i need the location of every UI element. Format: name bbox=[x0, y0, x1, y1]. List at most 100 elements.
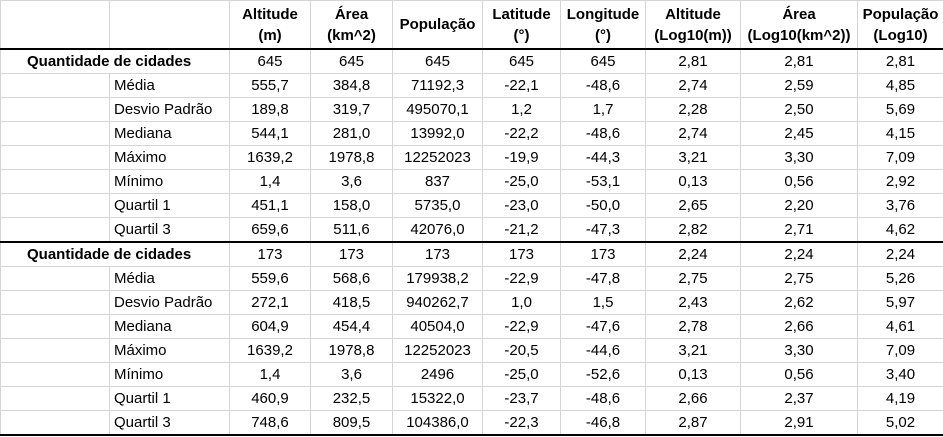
value-cell[interactable]: -47,3 bbox=[560, 217, 646, 243]
header-cell-populacao-log[interactable]: População (Log10) bbox=[857, 0, 943, 50]
value-cell[interactable]: 0,13 bbox=[645, 362, 741, 387]
value-cell[interactable]: 3,6 bbox=[310, 362, 393, 387]
value-cell[interactable]: 2,50 bbox=[740, 97, 858, 122]
value-cell[interactable]: 3,21 bbox=[645, 338, 741, 363]
stat-label-cell[interactable]: Quartil 1 bbox=[109, 193, 230, 218]
value-cell[interactable]: 809,5 bbox=[310, 410, 393, 436]
value-cell[interactable]: 232,5 bbox=[310, 386, 393, 411]
value-cell[interactable]: 319,7 bbox=[310, 97, 393, 122]
value-cell[interactable]: 5,69 bbox=[857, 97, 943, 122]
value-cell[interactable]: 2,82 bbox=[645, 217, 741, 243]
value-cell[interactable]: 2,62 bbox=[740, 290, 858, 315]
value-cell[interactable]: 1639,2 bbox=[229, 338, 311, 363]
value-cell[interactable]: -52,6 bbox=[560, 362, 646, 387]
value-cell[interactable]: -47,8 bbox=[560, 266, 646, 291]
value-cell[interactable]: 2,66 bbox=[740, 314, 858, 339]
value-cell[interactable]: -19,9 bbox=[482, 145, 561, 170]
value-cell[interactable]: 2,20 bbox=[740, 193, 858, 218]
group-label-cell[interactable]: Quantidade de cidades bbox=[0, 48, 191, 74]
value-cell[interactable]: 748,6 bbox=[229, 410, 311, 436]
value-cell[interactable]: -21,2 bbox=[482, 217, 561, 243]
value-cell[interactable]: 2,78 bbox=[645, 314, 741, 339]
count-cell[interactable]: 645 bbox=[392, 48, 483, 74]
value-cell[interactable]: 1639,2 bbox=[229, 145, 311, 170]
value-cell[interactable]: 40504,0 bbox=[392, 314, 483, 339]
value-cell[interactable]: 544,1 bbox=[229, 121, 311, 146]
value-cell[interactable]: 13992,0 bbox=[392, 121, 483, 146]
value-cell[interactable]: 4,15 bbox=[857, 121, 943, 146]
count-cell[interactable]: 645 bbox=[482, 48, 561, 74]
value-cell[interactable]: 71192,3 bbox=[392, 73, 483, 98]
stat-label-cell[interactable]: Mínimo bbox=[109, 169, 230, 194]
value-cell[interactable]: 272,1 bbox=[229, 290, 311, 315]
value-cell[interactable]: 568,6 bbox=[310, 266, 393, 291]
value-cell[interactable]: 940262,7 bbox=[392, 290, 483, 315]
value-cell[interactable]: 12252023 bbox=[392, 338, 483, 363]
value-cell[interactable]: -44,6 bbox=[560, 338, 646, 363]
header-cell-altitude[interactable]: Altitude (m) bbox=[229, 0, 311, 50]
value-cell[interactable]: 495070,1 bbox=[392, 97, 483, 122]
value-cell[interactable]: 451,1 bbox=[229, 193, 311, 218]
value-cell[interactable]: -53,1 bbox=[560, 169, 646, 194]
value-cell[interactable]: 158,0 bbox=[310, 193, 393, 218]
value-cell[interactable]: 1978,8 bbox=[310, 145, 393, 170]
value-cell[interactable]: 0,56 bbox=[740, 362, 858, 387]
value-cell[interactable]: 2,28 bbox=[645, 97, 741, 122]
value-cell[interactable]: -25,0 bbox=[482, 169, 561, 194]
value-cell[interactable]: 0,56 bbox=[740, 169, 858, 194]
value-cell[interactable]: 511,6 bbox=[310, 217, 393, 243]
value-cell[interactable]: 4,85 bbox=[857, 73, 943, 98]
value-cell[interactable]: 7,09 bbox=[857, 145, 943, 170]
value-cell[interactable]: 15322,0 bbox=[392, 386, 483, 411]
value-cell[interactable]: 1,4 bbox=[229, 169, 311, 194]
stat-label-cell[interactable]: Mínimo bbox=[109, 362, 230, 387]
value-cell[interactable]: 42076,0 bbox=[392, 217, 483, 243]
header-cell-blank[interactable] bbox=[0, 0, 110, 50]
empty-cell[interactable] bbox=[0, 169, 110, 194]
value-cell[interactable]: 604,9 bbox=[229, 314, 311, 339]
value-cell[interactable]: 418,5 bbox=[310, 290, 393, 315]
value-cell[interactable]: 2,65 bbox=[645, 193, 741, 218]
value-cell[interactable]: 2,66 bbox=[645, 386, 741, 411]
header-cell-area[interactable]: Área (km^2) bbox=[310, 0, 393, 50]
value-cell[interactable]: -20,5 bbox=[482, 338, 561, 363]
stat-label-cell[interactable]: Quartil 3 bbox=[109, 410, 230, 436]
value-cell[interactable]: 2,91 bbox=[740, 410, 858, 436]
value-cell[interactable]: 2,45 bbox=[740, 121, 858, 146]
value-cell[interactable]: 1978,8 bbox=[310, 338, 393, 363]
value-cell[interactable]: 5735,0 bbox=[392, 193, 483, 218]
empty-cell[interactable] bbox=[0, 266, 110, 291]
group-label-cell[interactable]: Quantidade de cidades bbox=[0, 241, 191, 267]
header-cell-longitude[interactable]: Longitude (°) bbox=[560, 0, 646, 50]
header-cell-altitude-log[interactable]: Altitude (Log10(m)) bbox=[645, 0, 741, 50]
value-cell[interactable]: 4,61 bbox=[857, 314, 943, 339]
value-cell[interactable]: 3,40 bbox=[857, 362, 943, 387]
value-cell[interactable]: 659,6 bbox=[229, 217, 311, 243]
value-cell[interactable]: 2,87 bbox=[645, 410, 741, 436]
value-cell[interactable]: 7,09 bbox=[857, 338, 943, 363]
count-cell[interactable]: 645 bbox=[229, 48, 311, 74]
value-cell[interactable]: 179938,2 bbox=[392, 266, 483, 291]
stat-label-cell[interactable]: Média bbox=[109, 73, 230, 98]
value-cell[interactable]: 3,76 bbox=[857, 193, 943, 218]
value-cell[interactable]: -48,6 bbox=[560, 386, 646, 411]
header-cell-blank[interactable] bbox=[109, 0, 230, 50]
value-cell[interactable]: 2,74 bbox=[645, 73, 741, 98]
value-cell[interactable]: 3,6 bbox=[310, 169, 393, 194]
value-cell[interactable]: 5,02 bbox=[857, 410, 943, 436]
value-cell[interactable]: 189,8 bbox=[229, 97, 311, 122]
value-cell[interactable]: 1,4 bbox=[229, 362, 311, 387]
value-cell[interactable]: -22,9 bbox=[482, 314, 561, 339]
empty-cell[interactable] bbox=[0, 362, 110, 387]
empty-cell[interactable] bbox=[0, 338, 110, 363]
count-cell[interactable]: 173 bbox=[310, 241, 393, 267]
count-cell[interactable]: 645 bbox=[310, 48, 393, 74]
value-cell[interactable]: -48,6 bbox=[560, 73, 646, 98]
value-cell[interactable]: 1,0 bbox=[482, 290, 561, 315]
empty-cell[interactable] bbox=[0, 314, 110, 339]
value-cell[interactable]: -22,2 bbox=[482, 121, 561, 146]
value-cell[interactable]: 460,9 bbox=[229, 386, 311, 411]
value-cell[interactable]: 0,13 bbox=[645, 169, 741, 194]
value-cell[interactable]: -47,6 bbox=[560, 314, 646, 339]
stat-label-cell[interactable]: Mediana bbox=[109, 121, 230, 146]
